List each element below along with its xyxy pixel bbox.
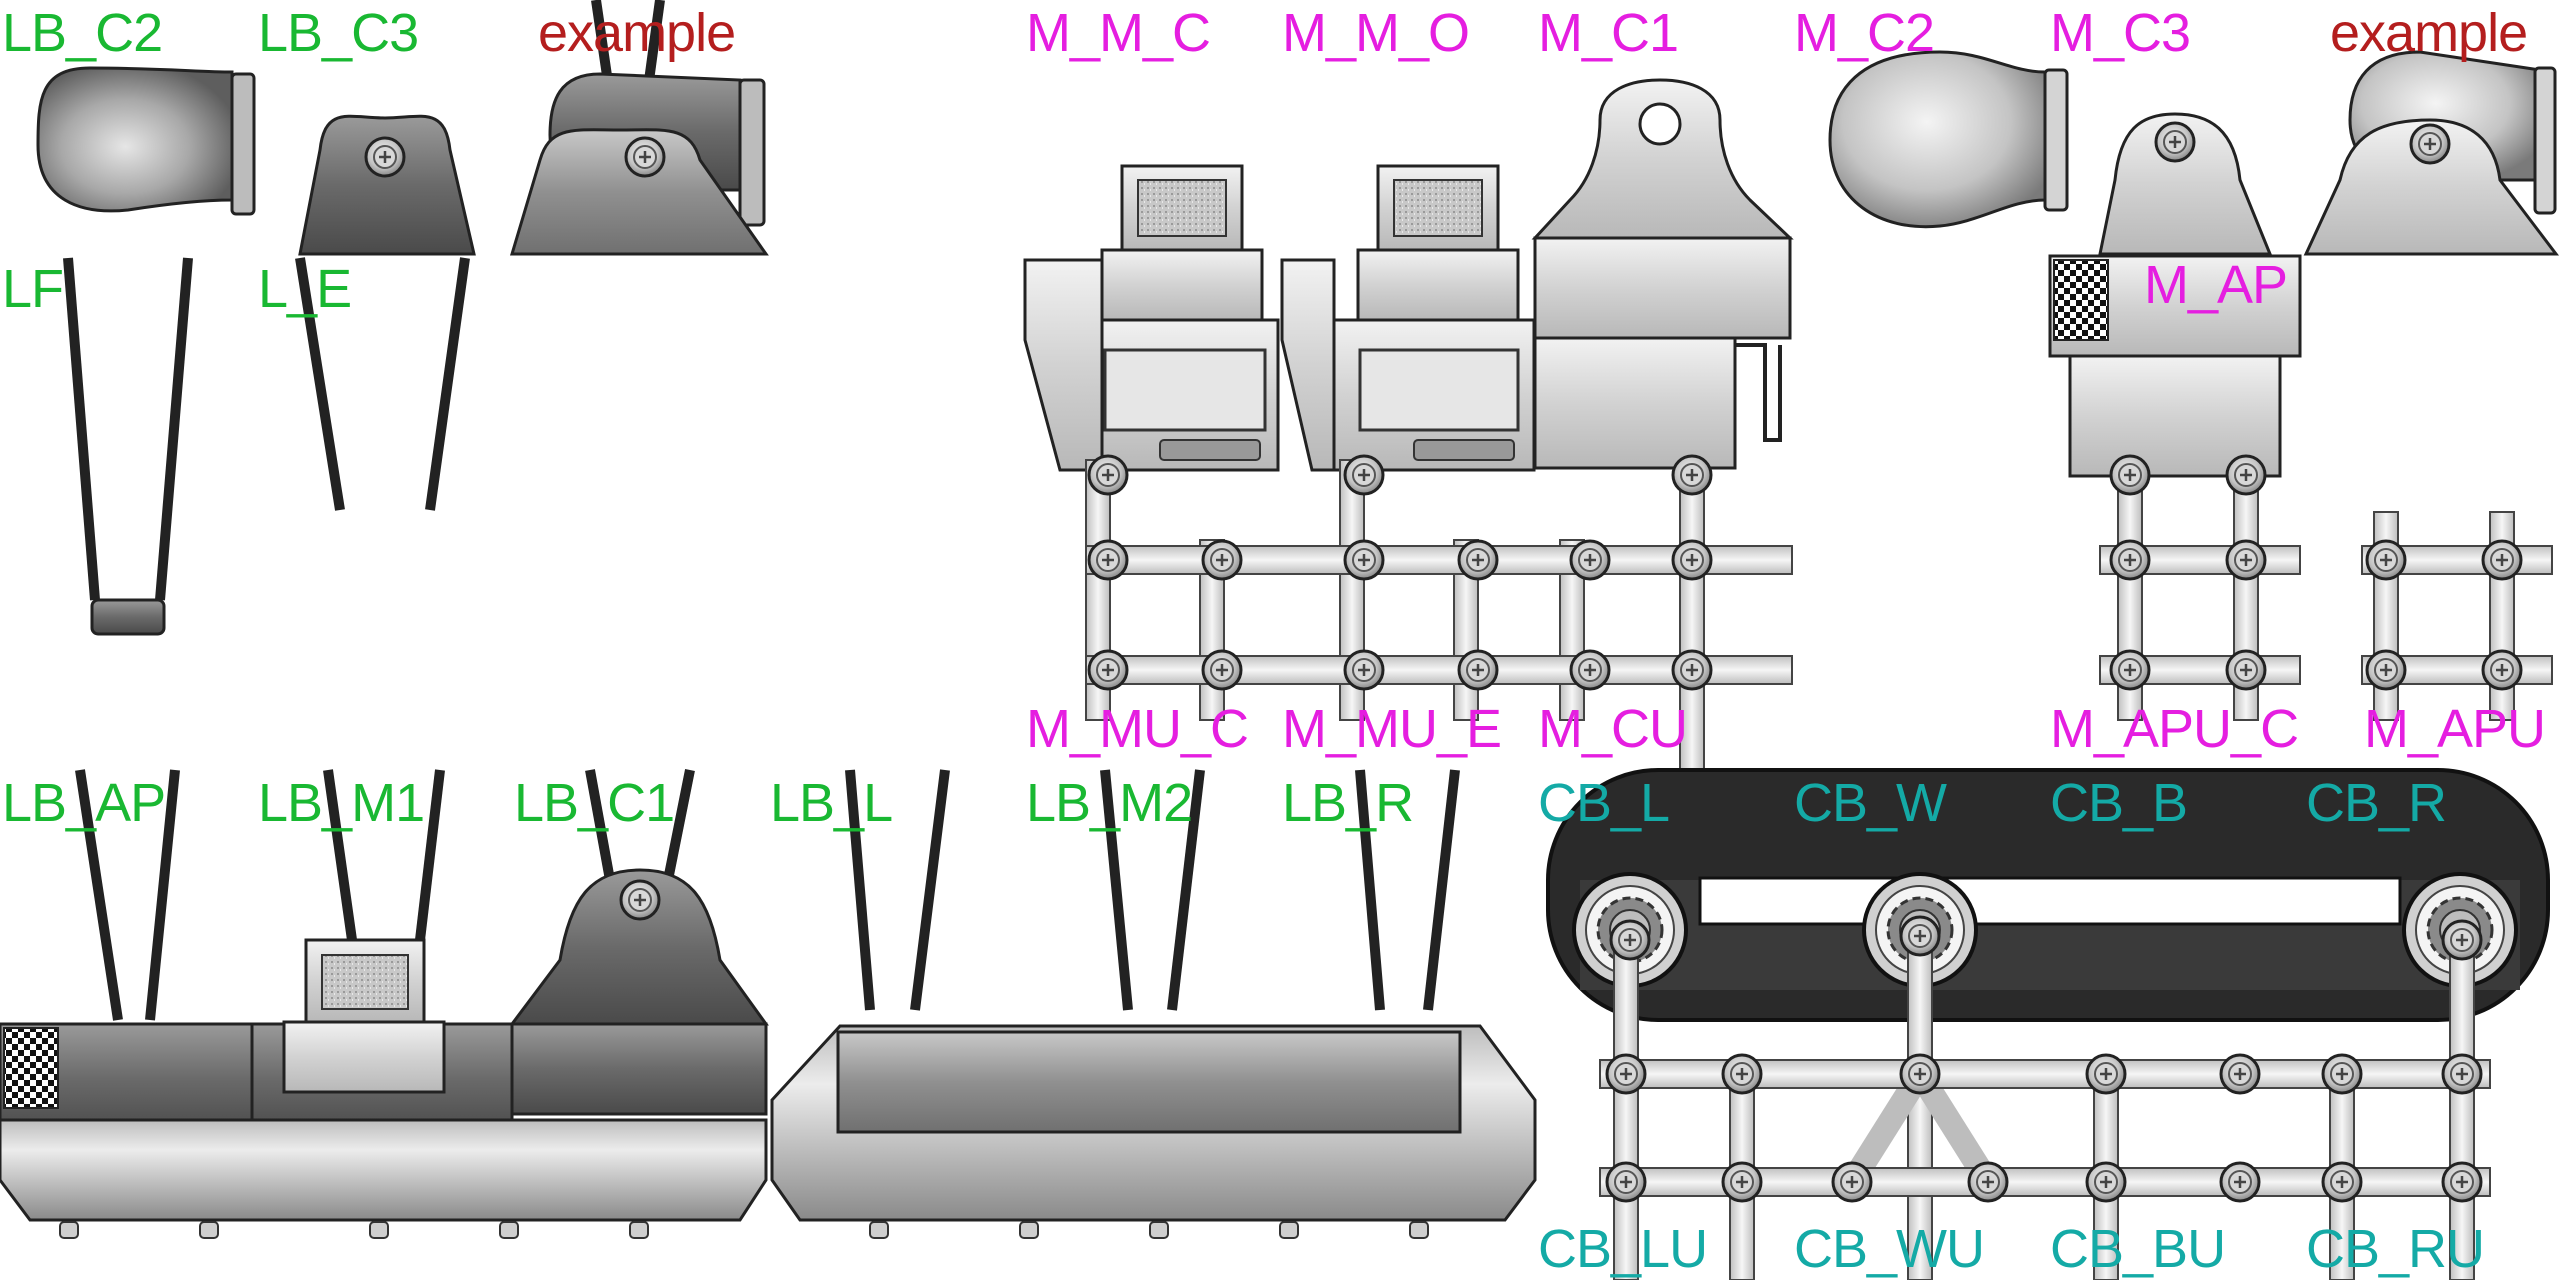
lf-sprite bbox=[63, 257, 193, 636]
m-c1-sprite bbox=[1531, 78, 1794, 470]
label-cb-w: CB_W bbox=[1794, 773, 1947, 833]
label-lb-r: LB_R bbox=[1282, 773, 1414, 833]
label-lf: LF bbox=[2, 259, 64, 319]
label-m-mu-e: M_MU_E bbox=[1282, 699, 1502, 759]
lb-ap-sprite bbox=[0, 769, 254, 1136]
example-right-sprite bbox=[2303, 50, 2560, 256]
label-cb-b: CB_B bbox=[2050, 773, 2188, 833]
lb-tray-left bbox=[0, 1118, 768, 1239]
label-lb-l: LB_L bbox=[770, 773, 893, 833]
m-c3-sprite bbox=[2098, 112, 2273, 256]
label-lb-c2: LB_C2 bbox=[2, 3, 163, 63]
label-m-mu-c: M_MU_C bbox=[1026, 699, 1249, 759]
label-lb-ap: LB_AP bbox=[2, 773, 166, 833]
label-m-c1: M_C1 bbox=[1538, 3, 1679, 63]
lb-m1-sprite bbox=[250, 769, 514, 1136]
label-cb-bu: CB_BU bbox=[2050, 1219, 2226, 1279]
label-m-apu: M_APU bbox=[2364, 699, 2546, 759]
label-lb-c1: LB_C1 bbox=[514, 773, 675, 833]
label-cb-lu: CB_LU bbox=[1538, 1219, 1708, 1279]
label-cb-l: CB_L bbox=[1538, 773, 1670, 833]
label-lb-c3: LB_C3 bbox=[258, 3, 419, 63]
label-lb-m1: LB_M1 bbox=[258, 773, 425, 833]
label-m-cu: M_CU bbox=[1538, 699, 1688, 759]
m-c2-sprite bbox=[1828, 50, 2069, 229]
label-lb-m2: LB_M2 bbox=[1026, 773, 1193, 833]
label-cb-wu: CB_WU bbox=[1794, 1219, 1985, 1279]
m-apu-frame bbox=[2361, 511, 2553, 721]
m-frame-left bbox=[1085, 454, 1793, 781]
label-l-e: L_E bbox=[258, 259, 352, 319]
label-cb-r: CB_R bbox=[2306, 773, 2447, 833]
lb-c1-sprite bbox=[509, 769, 769, 1116]
label-m-apu-c: M_APU_C bbox=[2050, 699, 2299, 759]
label-m-m-o: M_M_O bbox=[1282, 3, 1470, 63]
conveyor-belt-sprite bbox=[1546, 768, 2550, 1022]
label-example-right: example bbox=[2330, 3, 2528, 63]
label-m-m-c: M_M_C bbox=[1026, 3, 1211, 63]
label-example-left: example bbox=[538, 3, 736, 63]
m-m-c-sprite bbox=[1023, 164, 1280, 472]
m-apu-c-frame bbox=[2099, 454, 2301, 721]
lb-c2-sprite bbox=[36, 66, 256, 216]
lb-lmr-sprite bbox=[770, 769, 1537, 1239]
label-m-ap: M_AP bbox=[2144, 255, 2288, 315]
label-m-c2: M_C2 bbox=[1794, 3, 1935, 63]
l-e-sprite bbox=[295, 257, 470, 511]
label-cb-ru: CB_RU bbox=[2306, 1219, 2485, 1279]
label-m-c3: M_C3 bbox=[2050, 3, 2191, 63]
lb-c3-sprite bbox=[298, 114, 476, 256]
m-m-o-sprite bbox=[1280, 164, 1536, 472]
example-left-sprite bbox=[509, 0, 769, 256]
